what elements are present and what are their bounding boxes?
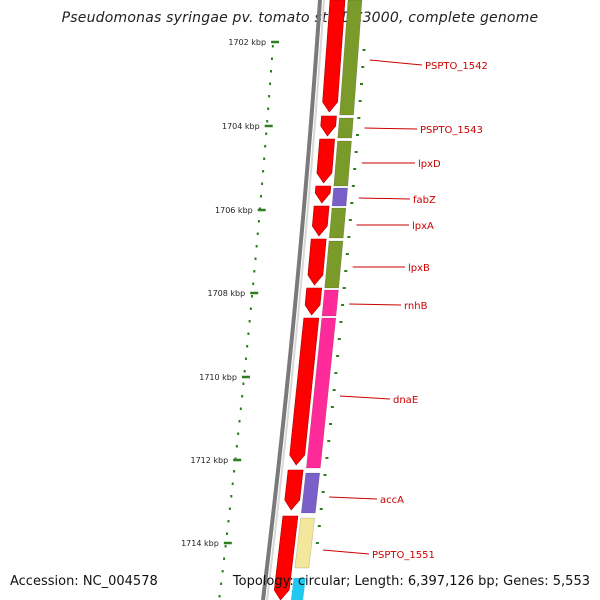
gene-leader-line — [349, 303, 402, 306]
forward-strand-genes — [273, 0, 346, 600]
gene-block — [337, 117, 354, 139]
gene-label: lpxD — [418, 159, 441, 170]
gene-block-cyan — [291, 578, 306, 600]
gene-label: accA — [380, 495, 404, 506]
gene-block — [321, 289, 339, 317]
gene-label: fabZ — [413, 195, 436, 206]
gene-arrow-forward — [273, 515, 299, 600]
gene-arrow-forward — [316, 138, 336, 184]
scale-tick-label: 1712 kbp — [190, 456, 228, 465]
gene-leader-line — [369, 59, 423, 66]
gene-arrow-forward — [304, 287, 323, 316]
gene-label: dnaE — [393, 395, 418, 406]
gene-arrow-forward — [320, 115, 337, 137]
gene-block — [331, 187, 348, 207]
scale-tick-label: 1702 kbp — [228, 38, 266, 47]
gene-arrow-forward — [284, 469, 304, 511]
gene-leader-line — [339, 395, 391, 400]
gene-block — [328, 207, 347, 239]
gc-dots — [218, 45, 366, 598]
backbone-highlight — [266, 0, 325, 600]
gene-leader-line — [364, 127, 418, 130]
gene-block — [324, 240, 344, 289]
backbone — [261, 0, 325, 600]
gene-label: PSPTO_1543 — [420, 125, 483, 136]
scale-tick-label: 1708 kbp — [208, 289, 246, 298]
gene-labels: PSPTO_1542 PSPTO_1543 lpxD fabZ lpxA lpxB rnhB… — [322, 59, 488, 561]
gene-label: rnhB — [404, 301, 428, 312]
accession-text: Accession: NC_004578 — [10, 574, 158, 589]
gene-block — [333, 140, 352, 187]
gene-label: PSPTO_1551 — [372, 550, 435, 561]
gene-leader-line — [322, 549, 370, 555]
backbone-line — [261, 0, 322, 600]
scale-tick-label: 1714 kbp — [181, 539, 219, 548]
gene-block — [306, 317, 337, 469]
scale-tick-label: 1704 kbp — [222, 122, 260, 131]
map-title: Pseudomonas syringae pv. tomato str. DC3… — [61, 10, 539, 26]
gene-arrow-forward — [289, 317, 320, 466]
scale-tick-label: 1706 kbp — [215, 206, 253, 215]
gene-leader-line — [358, 197, 411, 200]
scale-ticks: 1702 kbp 1704 kbp 1706 kbp 1708 kbp 1710 kbp… — [181, 38, 280, 548]
gene-label: lpxB — [408, 263, 430, 274]
gene-block — [294, 517, 315, 569]
gene-arrow-forward — [322, 0, 346, 113]
gene-arrow-forward — [312, 205, 330, 237]
colored-strand-genes — [291, 0, 363, 600]
scale-tick-label: 1710 kbp — [199, 373, 237, 382]
genome-summary-text: Topology: circular; Length: 6,397,126 bp… — [232, 574, 590, 589]
gene-arrow-forward — [307, 238, 327, 286]
gene-block — [339, 0, 363, 116]
gene-block — [300, 472, 321, 514]
gene-label: PSPTO_1542 — [425, 61, 488, 72]
gene-label: lpxA — [412, 221, 434, 232]
gene-leader-line — [329, 496, 378, 500]
gene-arrow-forward — [314, 185, 332, 204]
